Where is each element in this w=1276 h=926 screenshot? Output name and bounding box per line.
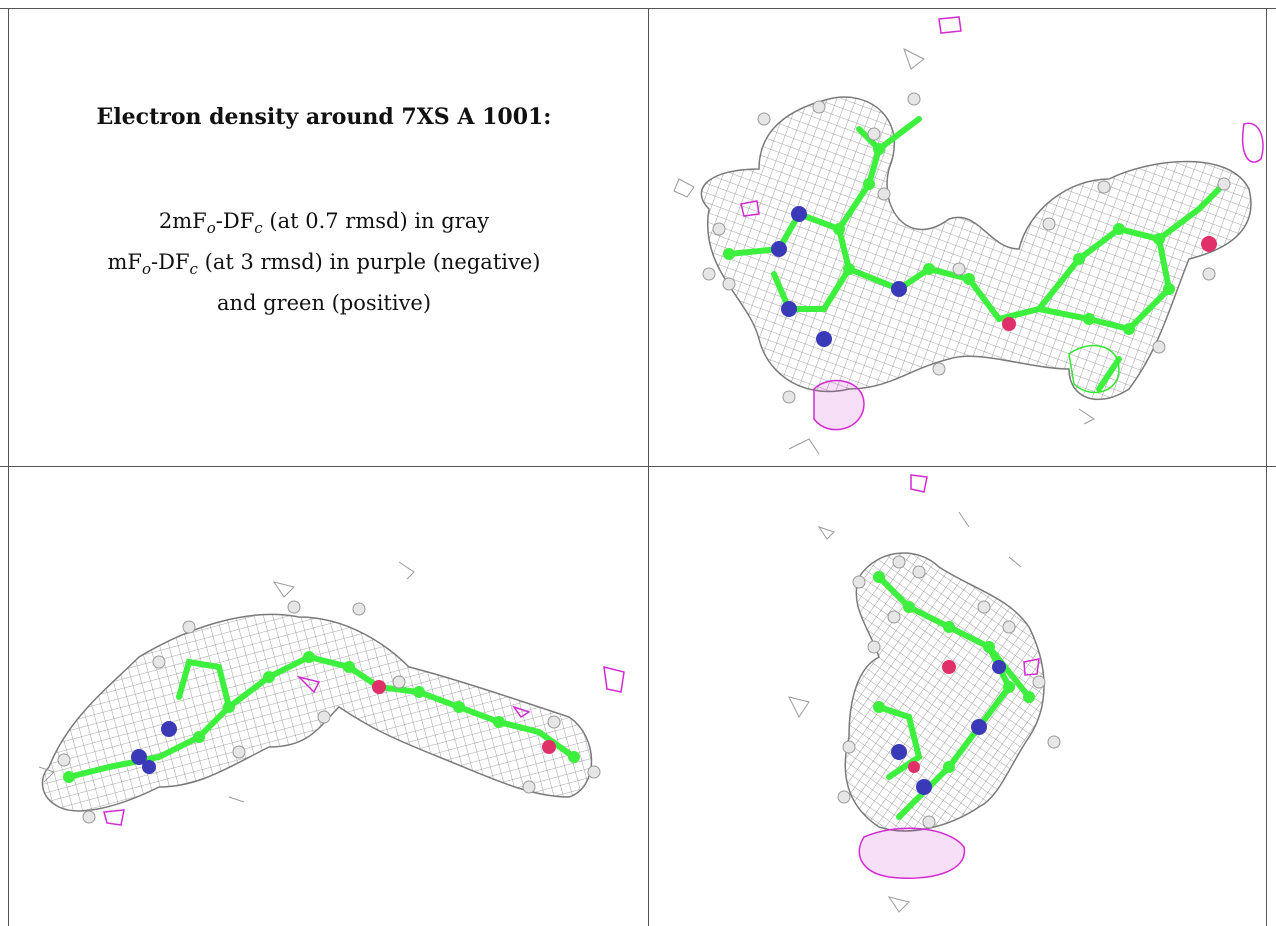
table-border-left (8, 8, 9, 926)
gray-mesh-envelope (844, 552, 1045, 832)
table-divider-vertical (648, 8, 649, 926)
legend-line-2fo-fc: 2mFo-DFc (at 0.7 rmsd) in gray (8, 204, 648, 245)
hydrogen-atoms (702, 92, 1231, 404)
carbon-atoms (723, 143, 1175, 335)
negative-density-blobs (858, 474, 1040, 879)
legend-line-fo-fc: mFo-DFc (at 3 rmsd) in purple (negative) (8, 245, 648, 286)
legend-line2-suffix: (at 3 rmsd) in purple (negative) (197, 250, 541, 274)
legend-line2-sub-o: o (142, 260, 152, 278)
nitrogen-atoms (131, 721, 177, 774)
density-panel-bottom-right (649, 467, 1266, 926)
legend-line2-sub-c: c (189, 260, 198, 278)
table-border-top (0, 8, 1276, 9)
oxygen-atoms (908, 660, 956, 773)
nitrogen-atoms (771, 206, 907, 347)
density-view-bottom-right (788, 474, 1061, 913)
gray-mesh-fragments (788, 511, 1022, 913)
table-border-right (1266, 8, 1267, 926)
legend-line1-sub-o: o (206, 219, 216, 237)
positive-density-blobs (1068, 344, 1120, 394)
density-panel-bottom-left (9, 467, 648, 926)
oxygen-atoms (1002, 236, 1217, 331)
legend-line1-mid: -DF (215, 209, 255, 233)
legend-text: 2mFo-DFc (at 0.7 rmsd) in gray mFo-DFc (… (8, 204, 648, 320)
oxygen-atoms (372, 680, 556, 754)
negative-density-blobs (740, 16, 1264, 431)
density-panel-top-right (649, 9, 1266, 466)
caption-cell: Electron density around 7XS A 1001: 2mFo… (8, 8, 648, 466)
hydrogen-atoms (837, 555, 1061, 829)
density-view-top-right (673, 16, 1264, 455)
nitrogen-atoms (891, 660, 1006, 795)
molecule-bonds (66, 653, 577, 780)
figure-title: Electron density around 7XS A 1001: (96, 104, 552, 130)
carbon-atoms (63, 651, 580, 783)
carbon-atoms (873, 571, 1035, 773)
negative-density-blobs (103, 666, 625, 826)
legend-line1-sub-c: c (254, 219, 263, 237)
table-divider-horizontal (0, 466, 1276, 467)
hydrogen-atoms (57, 600, 601, 824)
legend-line2-prefix: mF (107, 250, 142, 274)
gray-mesh-fragments (38, 561, 415, 803)
legend-line1-suffix: (at 0.7 rmsd) in gray (262, 209, 490, 233)
density-view-bottom-left (38, 561, 625, 826)
gray-mesh-fragments (673, 48, 1095, 455)
legend-line-colors: and green (positive) (216, 291, 432, 315)
gray-mesh-envelope (41, 613, 593, 812)
legend-line1-prefix: 2mF (158, 209, 207, 233)
legend-line2-mid: -DF (151, 250, 190, 274)
